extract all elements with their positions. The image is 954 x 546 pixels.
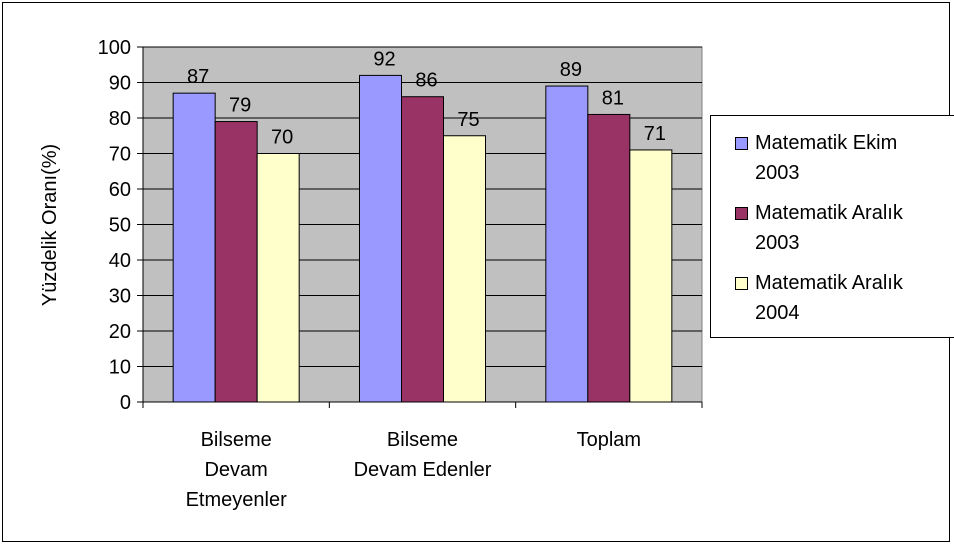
x-tick-label: Devam xyxy=(204,459,267,481)
bar xyxy=(443,135,486,403)
data-label: 92 xyxy=(373,48,395,70)
bar xyxy=(256,153,300,403)
legend-label: Matematik Aralık 2004 xyxy=(755,272,903,324)
bar xyxy=(172,92,216,403)
y-tick-label: 20 xyxy=(109,321,131,343)
y-tick-label: 60 xyxy=(109,179,131,201)
data-label: 70 xyxy=(271,127,293,149)
x-tick-label: Devam Edenler xyxy=(354,459,492,481)
y-axis-title: Yüzdelik Oranı(%) xyxy=(39,144,61,306)
data-label: 81 xyxy=(602,87,624,109)
data-label: 79 xyxy=(229,95,251,117)
y-tick-label: 100 xyxy=(98,37,131,59)
legend-swatch xyxy=(735,137,748,150)
bar xyxy=(629,149,673,403)
bar xyxy=(401,96,444,403)
x-tick-label: Toplam xyxy=(577,429,641,451)
x-tick-label: Bilseme xyxy=(201,429,272,451)
plot-area: 0 10 20 30 40 50 60 70 80 90 100 87 92 89 79 86 81 70 75 71… xyxy=(98,37,703,511)
bar xyxy=(359,74,402,403)
bar xyxy=(545,85,589,403)
y-tick-label: 40 xyxy=(109,250,131,272)
y-tick-label: 0 xyxy=(120,392,131,414)
legend: Matematik Ekim 2003 Matematik Aralık 2003 Ma… xyxy=(710,115,954,338)
y-tick-label: 30 xyxy=(109,286,131,308)
x-tick-label: Bilseme xyxy=(387,429,458,451)
data-label: 87 xyxy=(187,66,209,88)
y-tick-label: 10 xyxy=(109,357,131,379)
data-label: 86 xyxy=(415,70,437,92)
bar xyxy=(214,121,258,403)
y-tick-label: 70 xyxy=(109,144,131,166)
legend-swatch xyxy=(735,277,748,290)
bar xyxy=(587,113,631,403)
x-tick-label: Etmeyenler xyxy=(186,489,287,511)
data-label: 71 xyxy=(644,123,666,145)
y-tick-label: 50 xyxy=(109,215,131,237)
data-label: 75 xyxy=(457,109,479,131)
y-tick-label: 80 xyxy=(109,108,131,130)
legend-label: Matematik Ekim 2003 xyxy=(755,132,898,184)
y-tick-label: 90 xyxy=(109,73,131,95)
data-label: 89 xyxy=(560,59,582,81)
legend-swatch xyxy=(735,207,748,220)
legend-label: Matematik Aralık 2003 xyxy=(755,202,903,254)
